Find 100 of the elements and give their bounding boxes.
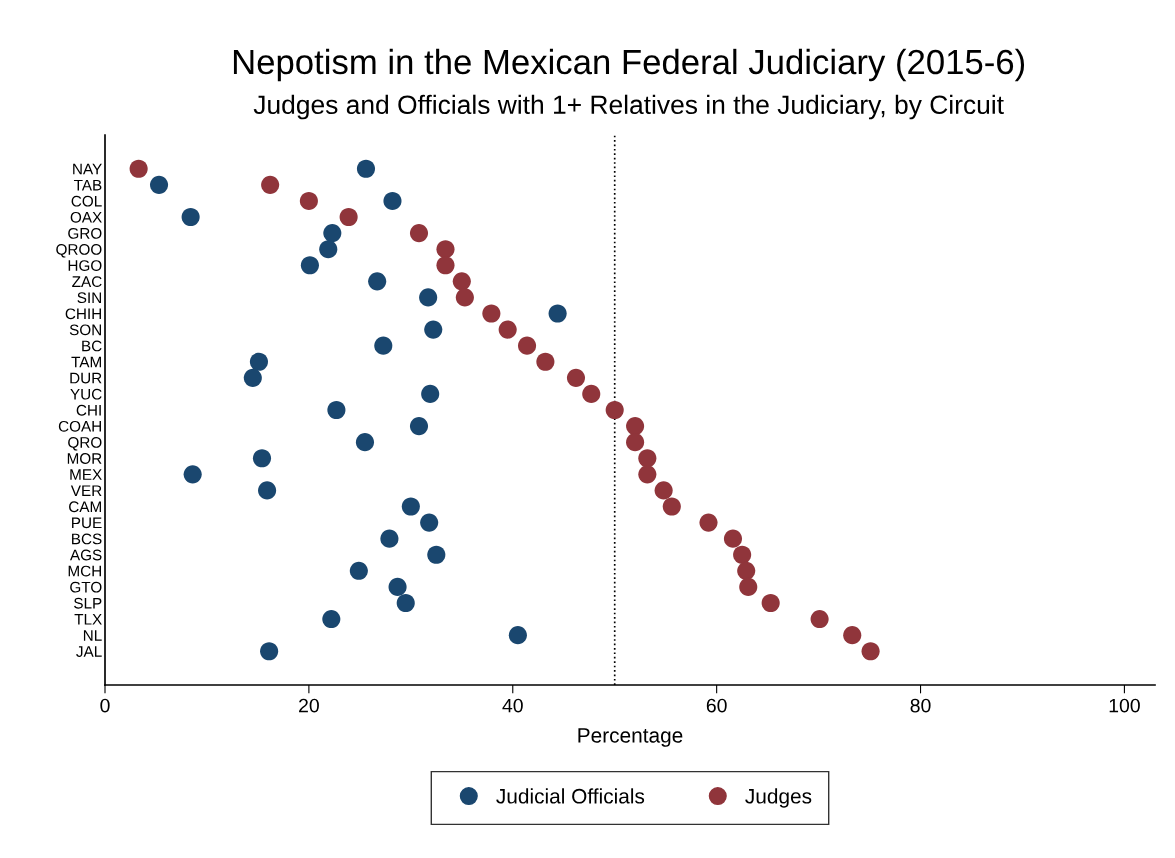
y-tick-label: YUC bbox=[70, 388, 102, 400]
y-tick-label: NL bbox=[83, 630, 102, 641]
point bbox=[566, 368, 586, 387]
y-tick-label: COL bbox=[71, 195, 102, 207]
y-tick-label: CHI bbox=[76, 404, 101, 416]
point bbox=[323, 224, 342, 243]
y-tick-label: MOR bbox=[67, 453, 102, 464]
point bbox=[626, 433, 645, 452]
point bbox=[723, 529, 743, 548]
point bbox=[508, 626, 527, 645]
point bbox=[260, 642, 279, 661]
point bbox=[388, 577, 407, 596]
point bbox=[409, 224, 429, 243]
point bbox=[733, 545, 752, 564]
y-tick-label: TAB bbox=[73, 179, 102, 191]
y-tick-label: CAM bbox=[69, 501, 101, 513]
x-tick-label: 40 bbox=[502, 698, 523, 713]
y-tick-label: QROO bbox=[56, 244, 102, 258]
point bbox=[626, 417, 645, 436]
y-tick-label: NAY bbox=[73, 163, 102, 175]
point bbox=[638, 465, 657, 484]
point bbox=[380, 529, 399, 548]
y-tick-label: SIN bbox=[77, 292, 101, 304]
y-tick-label: SLP bbox=[74, 597, 102, 609]
point bbox=[482, 304, 501, 323]
y-tick-label: CHIH bbox=[65, 308, 101, 320]
x-tick-label: 80 bbox=[910, 698, 931, 713]
y-tick-label: PUE bbox=[72, 517, 102, 529]
x-axis-title: Percentage bbox=[578, 728, 683, 747]
point bbox=[699, 513, 718, 532]
point bbox=[605, 400, 624, 420]
point bbox=[761, 593, 780, 613]
point bbox=[299, 191, 318, 210]
y-tick-label: HGO bbox=[68, 260, 102, 271]
x-tick-label: 20 bbox=[299, 698, 319, 713]
point bbox=[517, 336, 537, 355]
legend-label: Judges bbox=[745, 788, 812, 808]
y-tick-label: TLX bbox=[74, 614, 102, 625]
point bbox=[427, 545, 446, 564]
point bbox=[638, 449, 657, 468]
point bbox=[455, 288, 474, 307]
point bbox=[339, 207, 358, 227]
y-tick-label: OAX bbox=[70, 211, 102, 223]
y-tick-label: TAM bbox=[71, 356, 101, 368]
point bbox=[498, 320, 517, 339]
point bbox=[383, 191, 402, 210]
y-tick-label: BC bbox=[82, 340, 102, 352]
point bbox=[548, 304, 567, 323]
point bbox=[258, 481, 277, 500]
point bbox=[861, 642, 880, 661]
point bbox=[536, 352, 555, 371]
point bbox=[452, 272, 471, 291]
point bbox=[810, 610, 829, 629]
point bbox=[396, 593, 415, 613]
point bbox=[355, 433, 375, 452]
point bbox=[737, 561, 756, 580]
point bbox=[420, 513, 439, 532]
point bbox=[662, 497, 681, 516]
y-tick-label: DUR bbox=[70, 372, 102, 384]
legend-label: Judicial Officials bbox=[496, 788, 645, 804]
chart-title: Nepotism in the Mexican Federal Judiciary (2015-6) bbox=[233, 48, 1025, 82]
point bbox=[739, 577, 758, 596]
x-tick-label: 60 bbox=[706, 698, 727, 713]
point bbox=[582, 384, 601, 403]
y-tick-label: SON bbox=[69, 324, 101, 336]
point bbox=[401, 497, 420, 516]
point bbox=[252, 449, 272, 468]
point bbox=[181, 207, 200, 227]
point bbox=[419, 288, 438, 307]
point bbox=[243, 368, 262, 387]
y-tick-label: VER bbox=[70, 485, 102, 496]
y-tick-label: ZAC bbox=[72, 276, 102, 288]
y-tick-label: GRO bbox=[68, 227, 102, 239]
y-tick-label: COAH bbox=[58, 420, 101, 432]
point bbox=[319, 240, 338, 259]
y-tick-label: MCH bbox=[68, 565, 101, 577]
point bbox=[409, 417, 429, 436]
point bbox=[183, 465, 202, 484]
point bbox=[374, 336, 393, 355]
point bbox=[322, 610, 341, 629]
point bbox=[261, 175, 280, 194]
y-tick-label: BCS bbox=[72, 533, 102, 545]
y-tick-label: JAL bbox=[76, 646, 102, 657]
point bbox=[356, 159, 376, 178]
x-tick-label: 100 bbox=[1109, 698, 1140, 713]
chart-subtitle: Judges and Officials with 1+ Relatives in the Judiciary, by Circuit bbox=[253, 94, 1004, 120]
y-tick-label: QRO bbox=[68, 437, 102, 451]
point bbox=[368, 272, 387, 291]
point bbox=[249, 352, 268, 371]
point bbox=[436, 240, 455, 259]
point bbox=[300, 256, 319, 275]
point bbox=[129, 159, 148, 178]
point bbox=[149, 175, 169, 194]
point bbox=[421, 384, 440, 403]
point bbox=[654, 481, 673, 500]
point bbox=[424, 320, 443, 339]
y-tick-label: AGS bbox=[69, 549, 102, 561]
y-tick-label: GTO bbox=[70, 581, 102, 593]
point bbox=[349, 561, 368, 580]
y-tick-label: MEX bbox=[70, 469, 102, 480]
